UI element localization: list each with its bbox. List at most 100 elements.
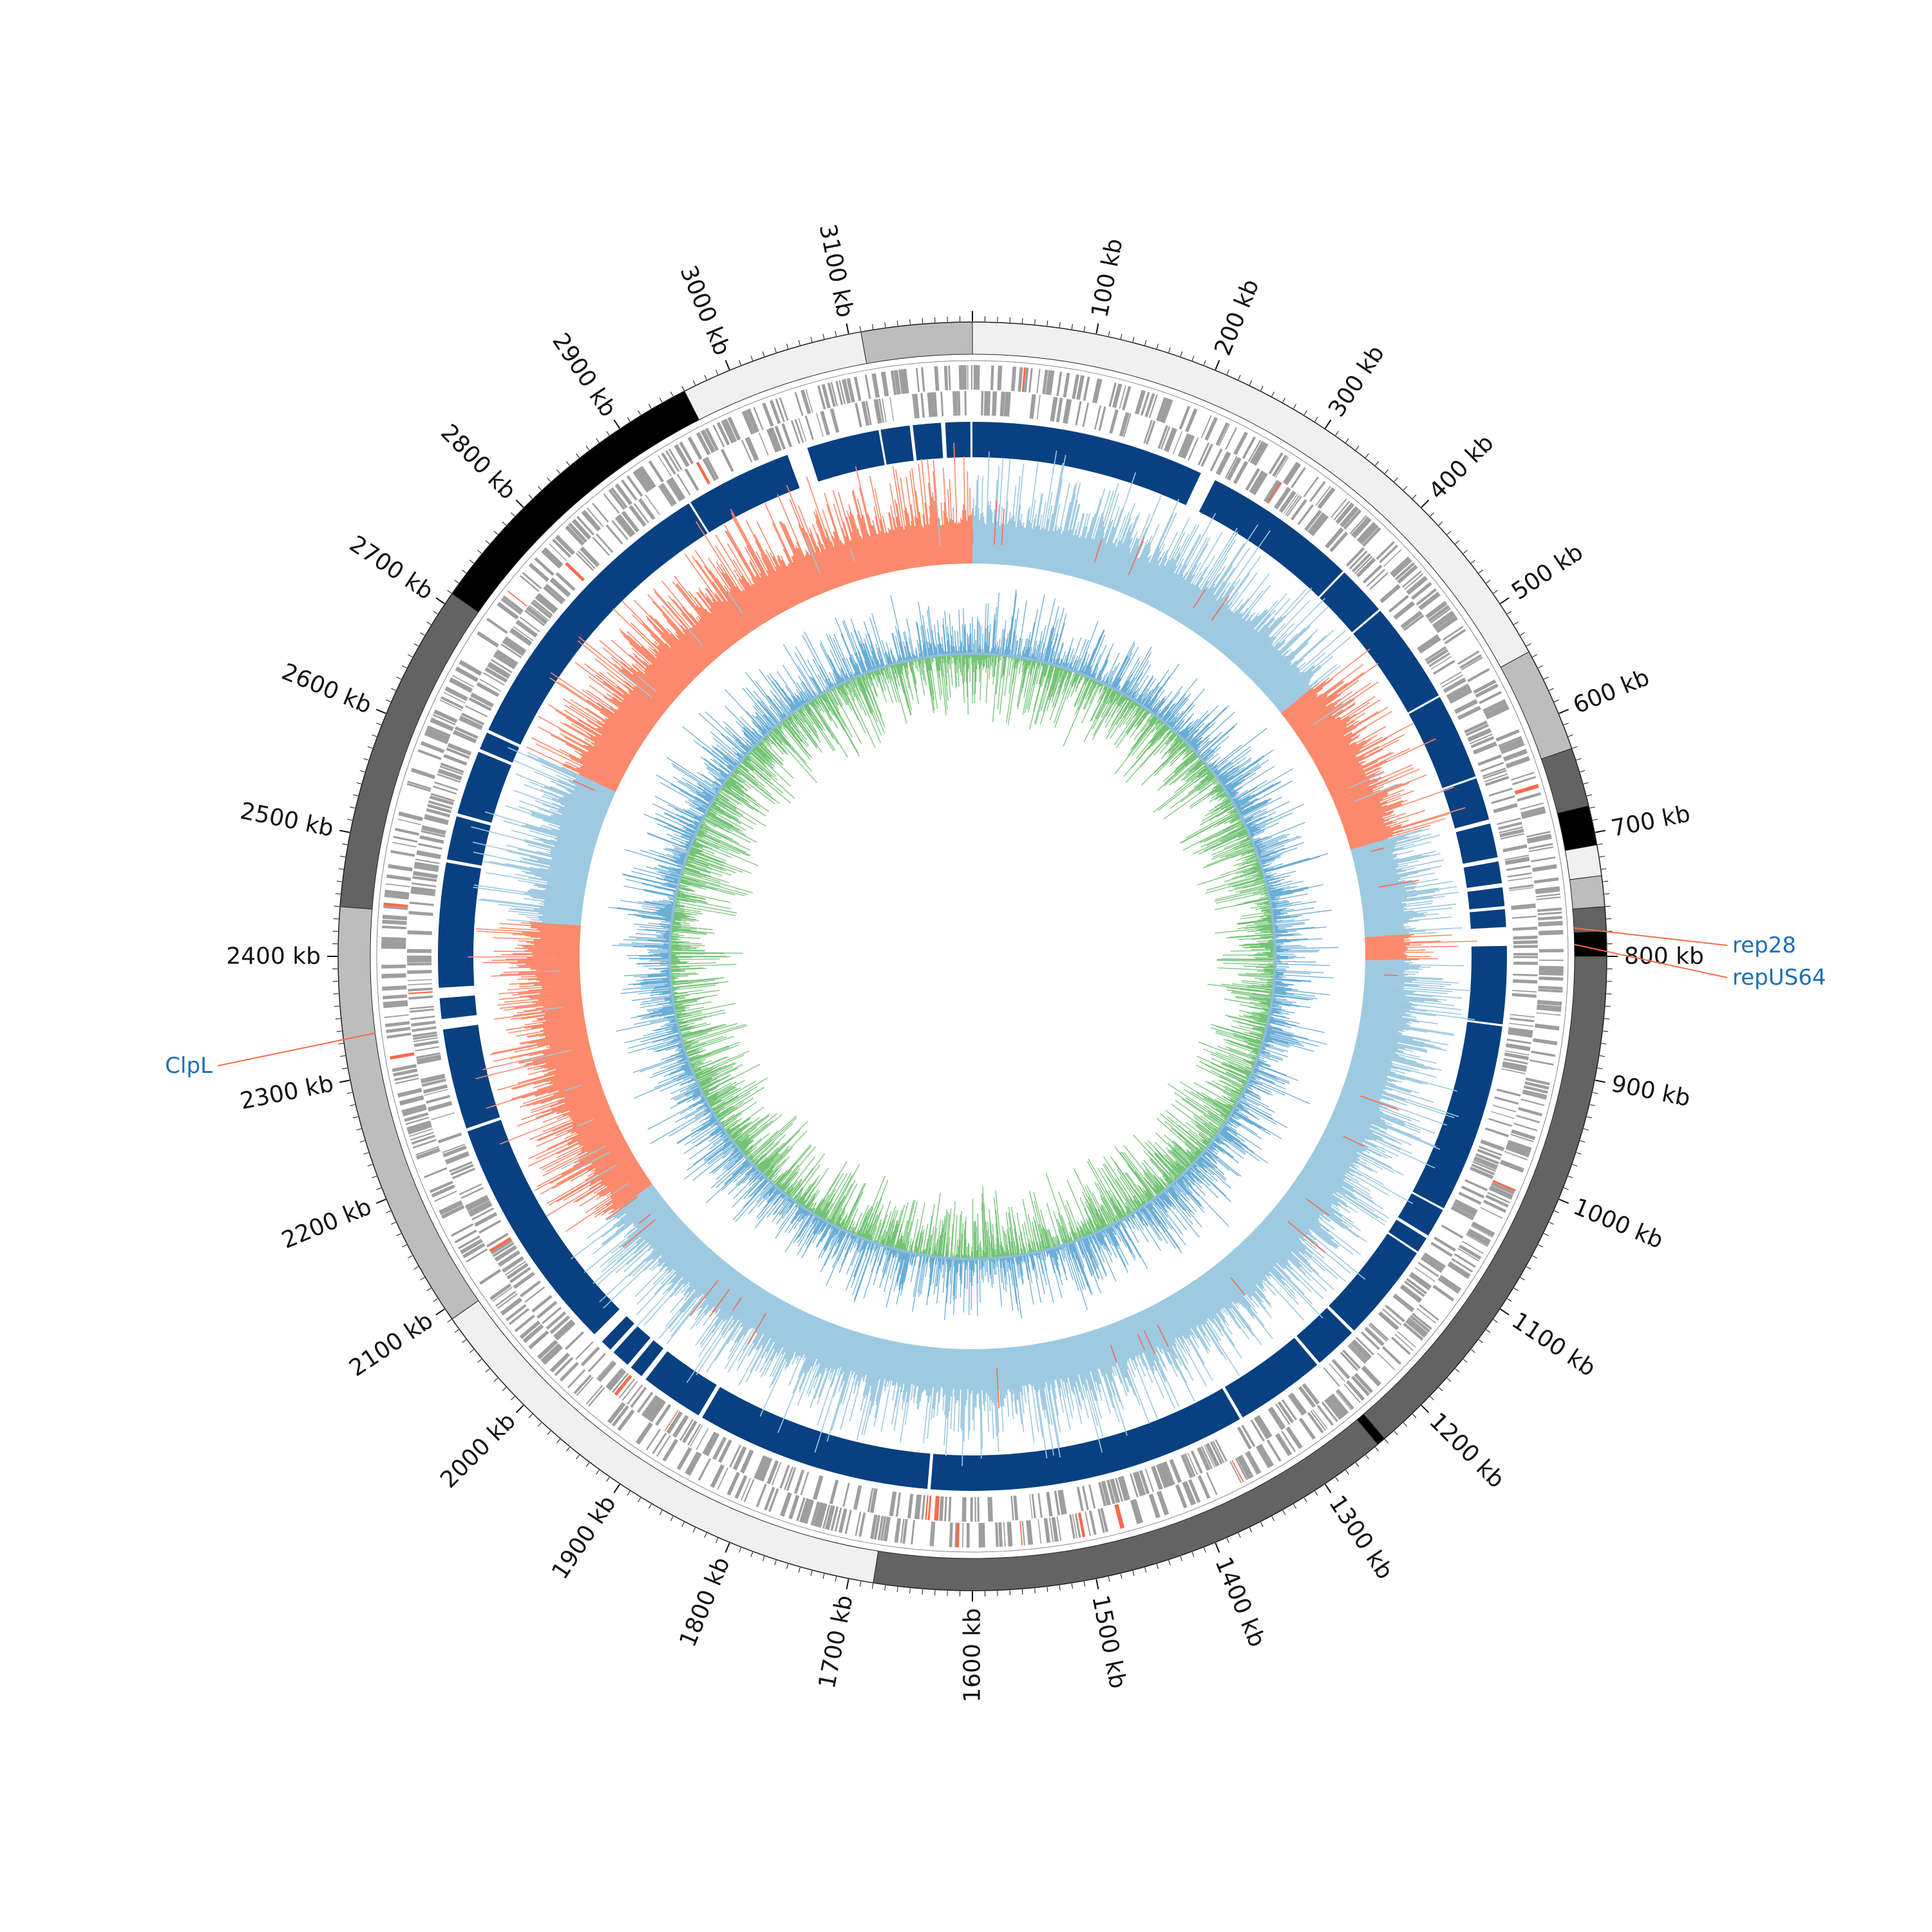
gene-feature (855, 402, 862, 428)
gene-feature (1362, 527, 1381, 547)
gene-feature (1329, 1395, 1347, 1416)
gene-feature (733, 1446, 747, 1470)
gene-feature (1513, 981, 1538, 984)
gene-feature (1391, 1336, 1411, 1355)
gene-feature (1023, 367, 1029, 392)
gene-feature (1309, 480, 1326, 502)
skew-histogram (468, 922, 638, 1233)
gene-feature (679, 1419, 694, 1441)
gene-feature (406, 1120, 431, 1132)
gene-feature (981, 391, 984, 416)
gene-feature (1417, 1262, 1439, 1278)
contig-block (442, 1025, 500, 1129)
gene-feature (592, 536, 610, 556)
gene-feature (1519, 802, 1544, 810)
gene-feature (424, 815, 449, 826)
minor-tick (1144, 340, 1147, 346)
minor-tick (1526, 1266, 1531, 1270)
tick-label: 2200 kb (278, 1193, 375, 1254)
minor-tick (454, 1329, 459, 1333)
gene-feature (1235, 1457, 1248, 1481)
minor-tick (1034, 319, 1036, 325)
contig-block (613, 1326, 651, 1365)
gene-feature (835, 381, 844, 405)
gene-feature (740, 1477, 752, 1501)
gene-feature (1399, 1285, 1421, 1303)
gene-feature (696, 431, 711, 456)
gene-feature (810, 1501, 820, 1526)
minor-tick (798, 340, 800, 346)
gene-feature (1284, 462, 1302, 486)
contig-block (1320, 572, 1379, 632)
gene-feature (793, 1470, 805, 1494)
gene-feature (1497, 821, 1522, 830)
gene-feature (1159, 398, 1170, 422)
gene-feature (614, 515, 634, 538)
minor-tick (1532, 1255, 1537, 1259)
gene-feature (740, 1449, 754, 1474)
minor-tick (1543, 1233, 1549, 1236)
gene-feature (1503, 1057, 1528, 1065)
gene-feature (571, 518, 592, 540)
gene-feature (1499, 1159, 1524, 1173)
gene-feature (1508, 1030, 1533, 1038)
gene-feature (1277, 1401, 1294, 1423)
minor-tick (1355, 446, 1359, 451)
gene-feature (1531, 1050, 1556, 1057)
minor-tick (762, 1556, 765, 1562)
tick-label: 100 kb (1086, 236, 1128, 319)
gene-feature (477, 631, 500, 648)
contig-block (702, 1387, 931, 1490)
gene-feature (1394, 1334, 1414, 1351)
gene-feature (1529, 846, 1554, 853)
minor-tick (1601, 1043, 1607, 1045)
gene-feature (1473, 1159, 1497, 1170)
tick-label: 800 kb (1624, 943, 1704, 970)
skew-accent (562, 500, 941, 784)
gene-feature (966, 1522, 970, 1548)
gene-feature (1206, 1472, 1218, 1495)
tick-label: 1000 kb (1569, 1193, 1667, 1254)
gene-feature (1056, 397, 1063, 422)
minor-tick (1586, 1116, 1592, 1119)
gene-feature (1310, 1410, 1327, 1431)
gene-feature (794, 419, 804, 443)
gene-feature (407, 949, 432, 953)
gene-feature (1457, 1247, 1480, 1262)
contig-block (807, 430, 885, 482)
gene-feature (408, 983, 433, 986)
major-tick (846, 1578, 849, 1589)
gene-feature (1434, 1236, 1457, 1252)
gene-feature (1454, 1198, 1478, 1214)
gene-feature (460, 1240, 483, 1255)
gene-feature (734, 1475, 746, 1499)
gene-feature (1379, 544, 1399, 564)
gene-feature (838, 380, 846, 404)
gene-feature (861, 401, 870, 426)
gene-feature (902, 1519, 908, 1544)
contig-block (439, 995, 477, 1019)
contig-block (630, 1340, 664, 1376)
gene-feature (381, 964, 406, 969)
gene-feature (1143, 419, 1153, 444)
gene-feature (395, 1077, 419, 1084)
minor-tick (1303, 410, 1307, 415)
gene-feature (433, 785, 457, 795)
gene-feature (1502, 748, 1528, 762)
gene-feature (676, 473, 691, 496)
gene-feature (1316, 1405, 1334, 1426)
gene-feature (940, 392, 944, 417)
minor-tick (1486, 580, 1491, 583)
gene-feature (1516, 1114, 1540, 1124)
gene-feature (1499, 828, 1524, 838)
gene-feature (638, 498, 656, 520)
gene-feature (427, 725, 451, 737)
gene-feature (465, 705, 488, 717)
minor-tick (454, 580, 459, 583)
gene-feature (1184, 1453, 1196, 1477)
minor-tick (1430, 1396, 1434, 1401)
gene-feature (933, 392, 938, 417)
gene-feature (424, 1088, 448, 1096)
gene-feature (1285, 1426, 1303, 1450)
gene-feature (413, 1034, 438, 1040)
